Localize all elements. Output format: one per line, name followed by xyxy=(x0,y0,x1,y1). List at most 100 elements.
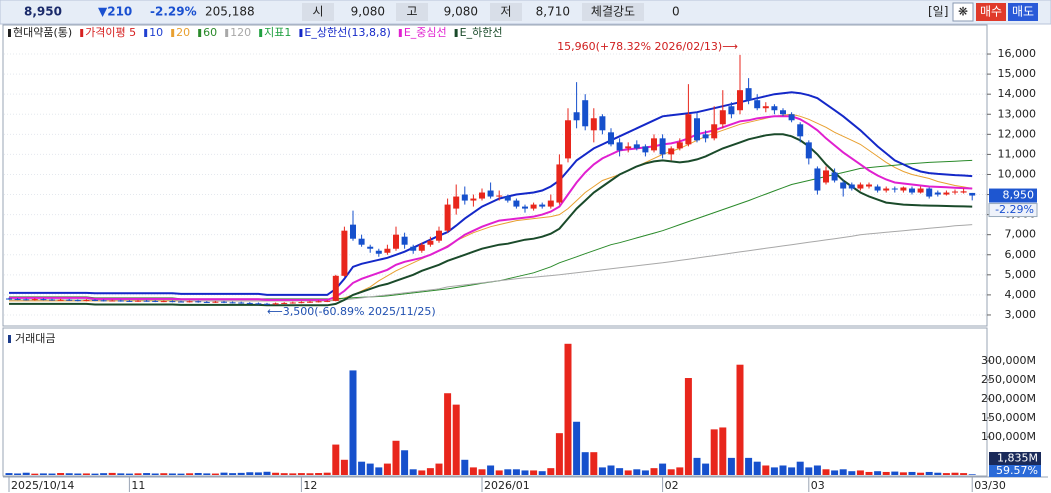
candle-body xyxy=(272,303,279,305)
price-tag-box xyxy=(989,188,1037,203)
candle-body xyxy=(212,301,219,303)
candle-body xyxy=(917,188,924,193)
candle-body xyxy=(31,299,38,301)
candle-body xyxy=(590,118,597,131)
x-tick-label: 2026/01 xyxy=(484,479,530,492)
candle-body xyxy=(539,204,546,207)
volume-bar xyxy=(280,473,288,475)
legend-marker xyxy=(8,29,11,37)
volume-bar xyxy=(151,473,159,475)
volume-bar xyxy=(358,461,366,475)
y-tick-label: 14,000 xyxy=(998,87,1037,100)
volume-bar xyxy=(289,473,297,475)
volume-bar xyxy=(727,457,735,475)
current-price: 8,950 xyxy=(24,5,62,19)
y-tick-label: 11,000 xyxy=(998,147,1037,160)
volume-bar xyxy=(220,472,228,475)
volume-bar xyxy=(332,444,340,475)
value-tag: 1,835M xyxy=(997,452,1038,465)
y-tick-label: 5,000 xyxy=(1005,268,1037,281)
candle-body xyxy=(805,142,812,159)
candle-body xyxy=(384,248,391,253)
volume-bar xyxy=(564,343,572,475)
volume-bar xyxy=(598,467,606,475)
high-label: 고 xyxy=(406,5,417,19)
y-tick-label: 6,000 xyxy=(1005,248,1037,261)
candle-body xyxy=(668,148,675,155)
volume-bar xyxy=(469,467,477,475)
candle-body xyxy=(307,301,313,303)
y-tick-label: 15,000 xyxy=(998,67,1037,80)
volume-bar xyxy=(487,465,495,475)
volume-bar xyxy=(968,474,976,475)
candle-body xyxy=(857,184,864,189)
candle-body xyxy=(608,132,614,145)
label-cell xyxy=(396,3,428,21)
volume-bar xyxy=(659,463,667,475)
volume-bar xyxy=(323,472,331,475)
x-tick-label: 02 xyxy=(665,479,679,492)
candle-body xyxy=(49,299,55,301)
volume-bar xyxy=(917,472,925,475)
low-label: 저 xyxy=(500,5,511,19)
volume-bar xyxy=(788,467,796,475)
buy-button[interactable] xyxy=(976,3,1006,21)
candle-body xyxy=(66,299,73,301)
candle-body xyxy=(92,299,98,301)
candle-body xyxy=(126,300,133,302)
ratio-tag-box xyxy=(989,465,1041,477)
candle-body xyxy=(711,124,718,139)
candle-body xyxy=(848,184,855,189)
legend-marker xyxy=(259,29,263,37)
volume-bar xyxy=(349,370,357,475)
volume-bar xyxy=(39,473,47,475)
period-button[interactable]: [일] xyxy=(928,5,948,19)
y-tick-label: 150,000M xyxy=(981,411,1036,424)
volume-bar xyxy=(315,473,323,475)
volume-bar xyxy=(186,473,194,475)
indicator-line xyxy=(9,113,973,302)
volume-bar xyxy=(607,465,615,475)
candle-body xyxy=(522,206,528,209)
candle-body xyxy=(530,204,537,209)
candle-body xyxy=(823,170,829,183)
candle-body xyxy=(358,238,365,245)
candle-body xyxy=(814,168,821,191)
volume-bar xyxy=(942,473,950,475)
candle-body xyxy=(702,134,709,139)
volume-bar xyxy=(108,472,116,475)
candle-body xyxy=(289,302,296,304)
legend-marker xyxy=(398,29,402,37)
volume-bar xyxy=(306,473,314,475)
candle-body xyxy=(762,106,769,109)
volume-bar xyxy=(641,470,649,475)
candle-body xyxy=(676,142,683,149)
price-panel xyxy=(2,24,988,327)
volume-bar xyxy=(495,470,503,475)
volume-bar xyxy=(134,473,142,475)
volume: 205,188 xyxy=(205,5,255,19)
volume-bar xyxy=(745,457,753,475)
candle-body xyxy=(694,118,700,141)
candle-body xyxy=(599,116,606,131)
candle-body xyxy=(324,300,331,302)
volume-bar xyxy=(891,471,899,475)
candle-body xyxy=(221,301,227,303)
volume-bar xyxy=(409,469,417,475)
candle-body xyxy=(436,230,442,241)
candle-body xyxy=(470,198,477,201)
ratio-tag: 59.57% xyxy=(996,464,1038,477)
volume-bar xyxy=(194,472,202,475)
volume-bar xyxy=(125,473,133,475)
volume-bar xyxy=(908,471,916,475)
legend-marker xyxy=(80,29,84,37)
candle-body xyxy=(255,303,262,305)
candle-body xyxy=(754,100,761,109)
volume-bar xyxy=(624,470,632,475)
settings-button[interactable] xyxy=(952,2,974,22)
sell-button[interactable] xyxy=(1008,3,1038,21)
volume-bar xyxy=(848,471,856,475)
candle-body xyxy=(840,182,847,189)
volume-bar xyxy=(693,457,701,475)
